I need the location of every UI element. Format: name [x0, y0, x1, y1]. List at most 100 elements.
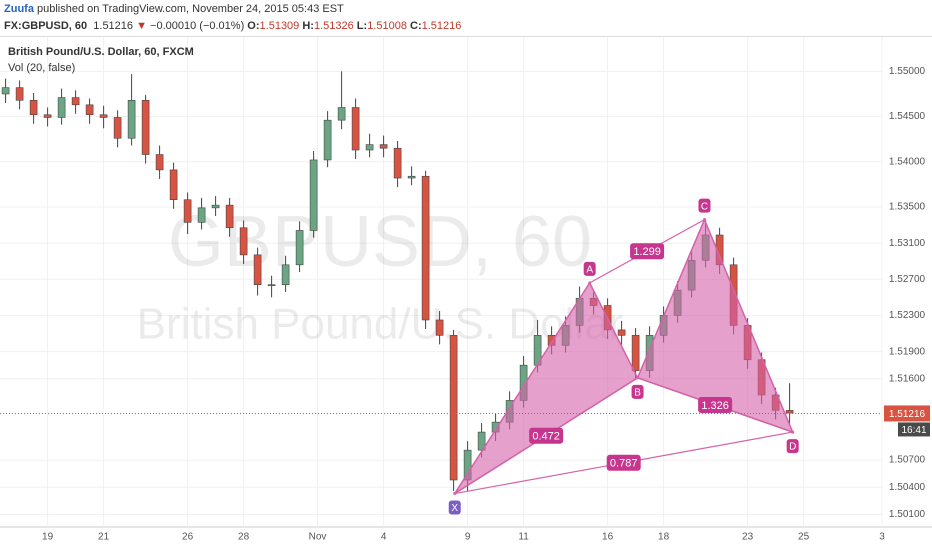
- x-tick-label: 11: [518, 532, 529, 543]
- pattern-point: [791, 430, 795, 434]
- ratio-box: [698, 396, 733, 413]
- l-value: 1.51008: [367, 20, 407, 32]
- y-tick-label: 1.52700: [889, 274, 926, 285]
- h-value: 1.51326: [313, 20, 354, 32]
- user-link[interactable]: Zuufa: [4, 3, 34, 15]
- candle-body: [477, 431, 486, 451]
- h-label: H:: [302, 20, 314, 32]
- x-tick-label: 9: [465, 532, 471, 543]
- legend: British Pound/U.S. Dollar, 60, FXCM: [8, 46, 194, 58]
- candle-body: [1, 87, 10, 95]
- candle-body: [785, 410, 794, 414]
- x-tick-label: 19: [42, 532, 54, 543]
- point-box: [698, 198, 711, 213]
- candle-body: [99, 114, 108, 118]
- candle-body: [57, 97, 66, 118]
- ratio-box: [606, 454, 641, 471]
- change: −0.00010 (−0.01%): [150, 20, 245, 32]
- candle-body: [197, 207, 206, 223]
- candle-body: [407, 175, 416, 179]
- last-price-box: [884, 405, 930, 422]
- x-tick-label: 21: [98, 532, 110, 543]
- point-box: [448, 500, 461, 515]
- y-tick-label: 1.51900: [889, 346, 926, 357]
- candle-body: [141, 99, 150, 155]
- candle-body: [43, 114, 52, 118]
- candle-body: [295, 230, 304, 266]
- point-box: [631, 384, 644, 399]
- candle-body: [337, 107, 346, 121]
- candle-body: [281, 264, 290, 286]
- chart: GBPUSD, 60 British Pound/U.S. Dollar Bri…: [0, 37, 932, 550]
- candle-body: [155, 154, 164, 171]
- pattern-point: [453, 492, 457, 496]
- candle-body: [225, 204, 234, 229]
- point-box: [786, 439, 799, 454]
- candle-body: [379, 144, 388, 149]
- candle-body: [71, 97, 80, 106]
- candle-body: [183, 199, 192, 223]
- point-label: D: [789, 442, 796, 453]
- candle-body: [617, 329, 626, 336]
- last: 1.51216: [93, 20, 134, 32]
- ratio-box: [529, 427, 564, 444]
- x-tick-label: 18: [658, 532, 670, 543]
- candle-body: [29, 99, 38, 116]
- publish-info: published on TradingView.com, November 2…: [33, 3, 344, 15]
- x-tick-label: 4: [381, 532, 387, 543]
- pattern-point: [702, 218, 706, 222]
- x-tick-label: 3: [879, 532, 885, 543]
- quote-line: FX:GBPUSD, 60 1.51216 ▼ −0.00010 (−0.01%…: [4, 20, 461, 32]
- point-label: A: [586, 265, 593, 276]
- last-price-label: 1.51216: [889, 409, 926, 420]
- y-tick-label: 1.52300: [889, 310, 926, 321]
- candle-body: [351, 107, 360, 151]
- candle-body: [253, 254, 262, 286]
- x-tick-label: 23: [742, 532, 754, 543]
- ratio-label: 0.472: [532, 431, 560, 443]
- candle-body: [267, 284, 276, 287]
- point-label: X: [451, 503, 458, 514]
- candle-body: [393, 147, 402, 179]
- candle-body: [435, 319, 444, 336]
- x-tick-label: 26: [182, 532, 194, 543]
- point-label: B: [634, 387, 641, 398]
- candle-body: [85, 104, 94, 116]
- x-tick-label: 25: [798, 532, 810, 543]
- ratio-label: 1.326: [701, 400, 729, 412]
- candle-body: [239, 227, 248, 256]
- o-value: 1.51309: [259, 20, 300, 32]
- candle-body: [309, 159, 318, 231]
- candle-body: [449, 335, 458, 481]
- y-tick-label: 1.53100: [889, 238, 926, 249]
- candle-body: [421, 175, 430, 321]
- y-tick-label: 1.55000: [889, 66, 926, 77]
- candle-body: [631, 335, 640, 371]
- watermark-sub: British Pound/U.S. Dollar: [137, 300, 624, 349]
- ratio-label: 0.787: [610, 458, 638, 470]
- countdown-box: [898, 422, 930, 437]
- o-label: O:: [247, 20, 260, 32]
- candle-body: [169, 169, 178, 201]
- y-tick-label: 1.54500: [889, 111, 926, 122]
- watermark: GBPUSD, 60: [168, 202, 592, 282]
- candle-body: [211, 204, 220, 209]
- pattern-point: [636, 376, 640, 380]
- publish-line: Zuufa published on TradingView.com, Nove…: [4, 3, 344, 15]
- c-value: 1.51216: [421, 20, 462, 32]
- header: Zuufa published on TradingView.com, Nove…: [0, 0, 932, 37]
- y-tick-label: 1.51600: [889, 373, 926, 384]
- symbol: FX:GBPUSD, 60: [4, 20, 88, 32]
- candle-body: [15, 87, 24, 101]
- y-tick-label: 1.50400: [889, 482, 926, 493]
- y-tick-label: 1.53500: [889, 202, 926, 213]
- arrow: ▼: [136, 20, 147, 32]
- y-tick-label: 1.50100: [889, 509, 926, 520]
- point-label: C: [701, 201, 708, 212]
- c-label: C:: [410, 20, 422, 32]
- candle-body: [323, 119, 332, 161]
- pattern-point: [588, 281, 592, 285]
- candle-body: [127, 99, 136, 139]
- candle-body: [365, 144, 374, 151]
